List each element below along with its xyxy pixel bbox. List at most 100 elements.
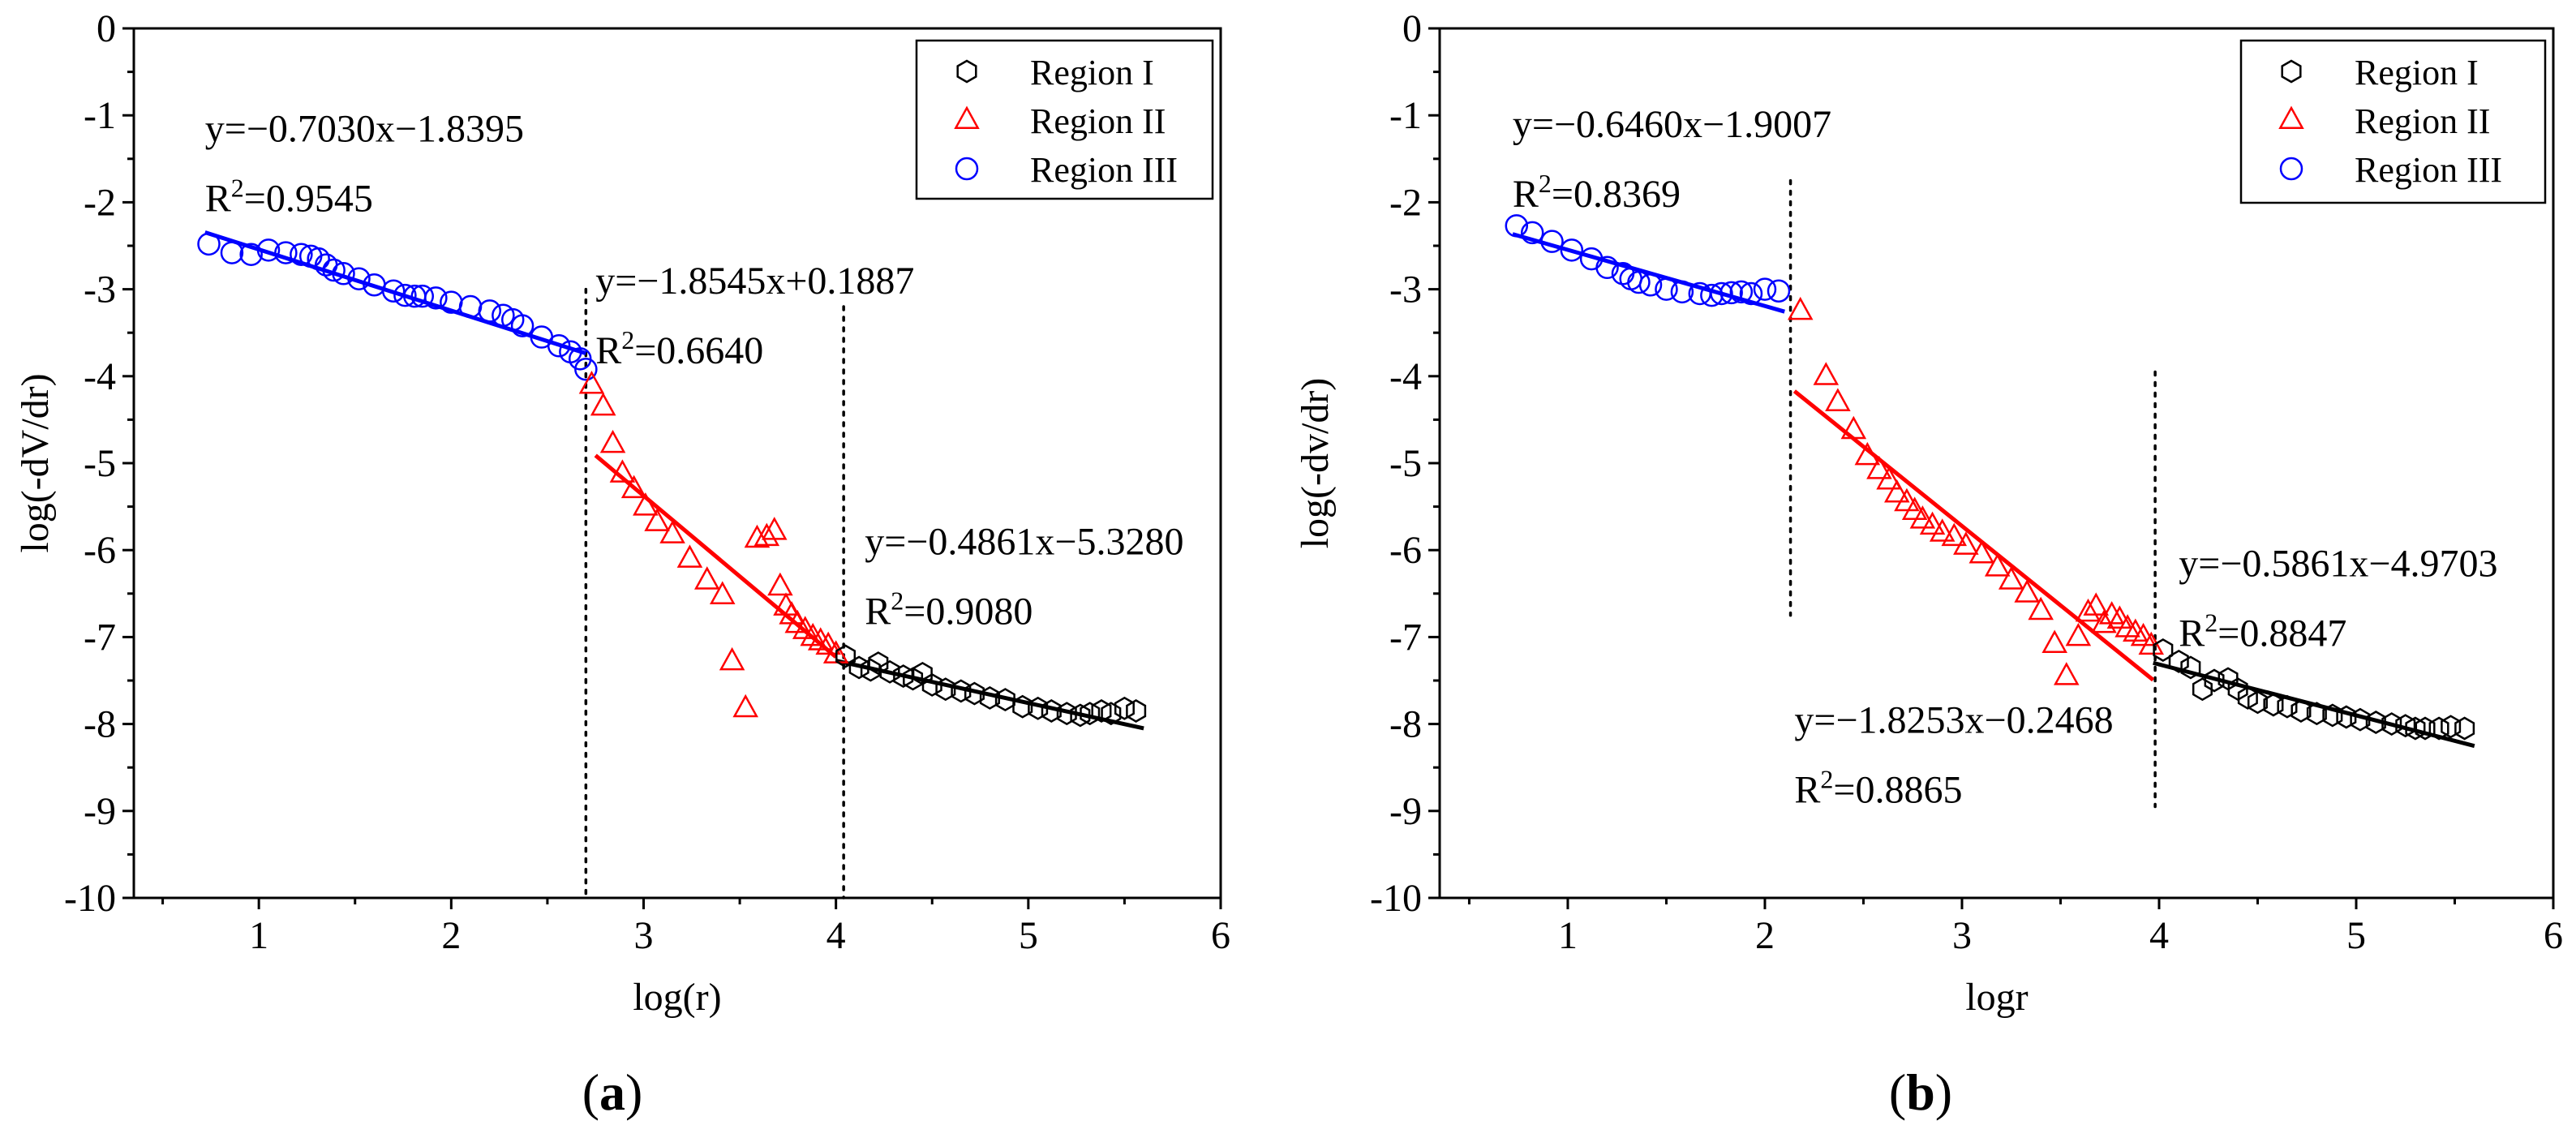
panel-a-region-iii-point <box>393 283 417 307</box>
panel-a-region-ii-point <box>773 592 799 616</box>
panel-b-legend-label-region-i: Region I <box>2355 53 2479 92</box>
panel-a-y-tick-label: 0 <box>97 7 116 50</box>
panel-b: 1 2 3 4 5 6 0 -1 -2 -3 -4 -5 -6 -7 -8 -9 -10 y=−0.6460x−… <box>1294 7 2563 1121</box>
panel-a-r-squared: R2=0.9545 <box>205 173 373 220</box>
panel-a-region-ii-point <box>633 492 659 516</box>
panel-b-region-ii-point <box>1909 505 1936 529</box>
panel-b-region-ii-point <box>2075 598 2102 622</box>
panel-b-x-tick-label: 6 <box>2544 914 2563 957</box>
panel-a-region-i-point <box>903 667 924 691</box>
panel-a-y-tick-label: -1 <box>84 94 116 137</box>
panel-a-region-ii-point <box>609 459 636 483</box>
panel-a-region-iii-point <box>381 279 406 303</box>
panel-b-region-i-point <box>2454 716 2475 741</box>
panel-b-region-i-point <box>2415 716 2436 741</box>
panel-b-ticks: 1 2 3 4 5 6 0 -1 -2 -3 -4 -5 -6 -7 -8 -9 -10 <box>1370 7 2563 957</box>
panel-b-region-ii-point <box>2014 579 2040 603</box>
panel-b-region-ii-point <box>2028 596 2054 621</box>
panel-b-region-ii-point <box>1825 388 1851 411</box>
panel-b-region-ii-point <box>1876 466 1902 490</box>
panel-a-plot-frame <box>132 27 1222 900</box>
panel-a-region-ii-point <box>693 566 720 590</box>
panel-a-region-i-point <box>1114 696 1135 720</box>
panel-b-y-tick-label: -6 <box>1389 529 1422 572</box>
panel-a-region-ii-point <box>767 572 793 596</box>
panel-a-y-tick-label: -7 <box>84 616 116 659</box>
panel-b-region-iii-point <box>1729 280 1754 304</box>
panel-a-region-iii-point <box>478 299 502 323</box>
panel-a-region-iii-point <box>290 243 313 266</box>
panel-b-region-i-point <box>2395 714 2416 738</box>
panel-b-region-iii-point <box>1655 277 1678 301</box>
panel-a-region-iii-point <box>547 334 571 358</box>
panel-b-y-tick-label: 0 <box>1402 7 1422 50</box>
panel-a-region-ii-point <box>644 508 670 531</box>
panel-b-region-iii-point <box>1520 221 1544 245</box>
panel-b-region-ii-point <box>2083 592 2109 616</box>
panel-b-y-tick-label: -2 <box>1389 181 1422 224</box>
panel-a-region-iii-point <box>322 258 346 282</box>
panel-b-fit-line <box>1792 389 2155 682</box>
panel-a-region-iii-point <box>332 262 355 286</box>
panel-a-region-i-point <box>835 644 857 668</box>
panel-a-legend-label-region-ii: Region II <box>1030 101 1166 141</box>
panel-a-legend-marker-region-iii <box>955 157 979 181</box>
panel-b-region-ii-point <box>2065 622 2092 646</box>
panel-a-region-iii-point <box>347 267 371 290</box>
panel-b-region-iii-point <box>1710 281 1733 306</box>
panel-b-region-iii-point <box>1767 279 1791 303</box>
panel-a-y-tick-label: -9 <box>84 790 116 833</box>
panel-a-x-tick-label: 3 <box>633 914 653 957</box>
panel-a-region-ii-point <box>676 544 703 568</box>
panel-b-region-ii-point <box>1884 479 1910 503</box>
panel-a-region-i-point <box>860 658 881 682</box>
panel-a-x-tick-label: 1 <box>249 914 268 957</box>
panel-a-x-tick-label: 2 <box>441 914 461 957</box>
panel-b-region-ii-point <box>1941 522 1968 547</box>
panel-b-region-iii-point <box>1670 280 1694 304</box>
panel-a-y-tick-label: -5 <box>84 442 116 485</box>
panel-b-region-i-point <box>2350 707 2371 732</box>
panel-a-y-tick-label: -4 <box>84 355 116 398</box>
panel-a-region-iii-point <box>239 243 263 266</box>
panel-a-region-iii-point <box>510 314 535 337</box>
panel-a-region-ii-point <box>744 524 771 548</box>
panel-a-region-i-point <box>868 651 889 676</box>
panel-a-region-i-point <box>1101 702 1122 726</box>
panel-b-y-tick-label: -9 <box>1389 790 1422 833</box>
panel-a-x-tick-label: 5 <box>1019 914 1038 957</box>
panel-b-region-ii-point <box>1866 456 1892 479</box>
panel-b-region-ii-point <box>1984 553 2011 577</box>
panel-a-dividers <box>584 287 845 900</box>
panel-a-y-tick-label: -6 <box>84 529 116 572</box>
panel-b-legend-marker-region-iii <box>2279 157 2303 181</box>
panel-b-annotations: y=−0.6460x−1.9007 R2=0.8369 y=−1.8253x−0.2… <box>1513 103 2498 811</box>
panel-a-region-ii-point <box>590 392 616 416</box>
panel-b-region-iii-point <box>1700 283 1724 307</box>
panel-b-y-tick-label: -10 <box>1370 877 1422 920</box>
panel-b-region-i-point <box>2192 677 2213 702</box>
panel-b-r-squared: R2=0.8865 <box>1794 764 1962 811</box>
panel-b-y-axis-label: log(-dv/dr) <box>1294 378 1337 549</box>
panel-b-legend-marker-region-ii <box>2278 105 2304 129</box>
panel-a-label: (a) <box>582 1063 643 1121</box>
panel-b-region-ii-point <box>2041 629 2067 653</box>
panel-b-fit-equation: y=−0.5861x−4.9703 <box>2179 542 2497 585</box>
panel-b-x-tick-label: 3 <box>1952 914 1972 957</box>
panel-a-ticks: 1 2 3 4 5 6 0 -1 -2 -3 -4 -5 -6 -7 -8 -9 -10 <box>64 7 1230 957</box>
panel-b-region-ii-point <box>1894 487 1920 512</box>
panel-a-x-tick-label: 6 <box>1211 914 1230 957</box>
panel-a-region-i-point <box>921 672 942 697</box>
panel-a-region-ii-point <box>709 581 736 604</box>
panel-a-region-iii-point <box>274 241 298 264</box>
panel-b-legend: Region I Region II Region III <box>2239 39 2547 204</box>
panel-a-region-iii-point <box>458 294 483 319</box>
panel-b-region-ii-point <box>1968 540 1995 564</box>
panel-b-region-ii-point <box>1854 441 1881 466</box>
panel-b-region-i-point <box>2247 690 2268 715</box>
panel-b-region-iii-point <box>1595 256 1619 280</box>
panel-b-region-ii-point <box>1840 415 1867 440</box>
panel-b-points <box>1505 214 2475 741</box>
panel-a-fit-equation: y=−0.4861x−5.3280 <box>865 521 1183 564</box>
panel-b-region-iii-point <box>1560 238 1584 262</box>
